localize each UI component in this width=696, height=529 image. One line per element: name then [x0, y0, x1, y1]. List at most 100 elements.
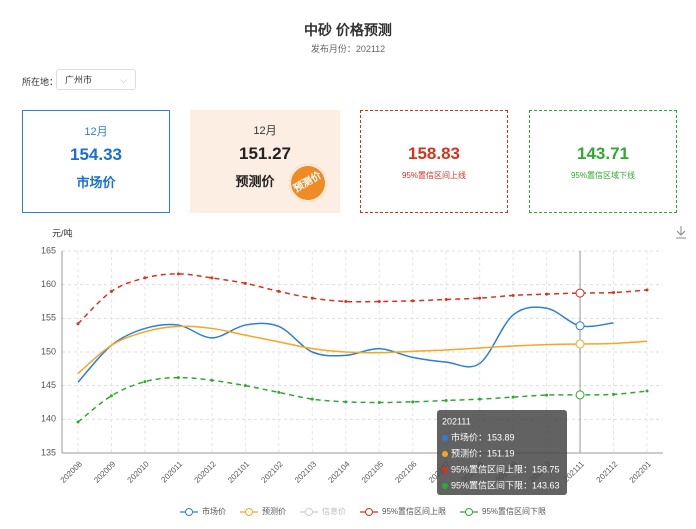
tooltip-dot — [442, 435, 448, 441]
y-tick-label: 135 — [41, 447, 56, 457]
data-point — [109, 394, 113, 398]
data-point — [511, 395, 515, 399]
data-point — [612, 291, 616, 295]
legend-marker — [245, 508, 253, 516]
series-line — [77, 273, 648, 325]
legend-label: 信息价 — [322, 506, 346, 516]
data-point — [143, 380, 147, 384]
legend-label: 预测价 — [262, 506, 286, 516]
data-point — [444, 398, 448, 402]
x-tick-label: 202009 — [92, 459, 118, 485]
data-point — [645, 288, 649, 292]
y-axis-label: 元/吨 — [52, 227, 73, 238]
card-label: 市场价 — [76, 175, 116, 190]
data-point — [344, 400, 348, 404]
x-tick-label: 202104 — [326, 459, 352, 485]
data-point — [243, 281, 247, 285]
legend-label: 95%置信区间下限 — [482, 506, 546, 516]
x-tick-label: 202101 — [226, 459, 252, 485]
dropdown-arrow: ⌵ — [120, 75, 127, 85]
data-point — [411, 400, 415, 404]
x-tick-label: 202008 — [59, 459, 85, 485]
data-point — [277, 390, 281, 394]
data-point — [76, 322, 80, 326]
data-point — [545, 292, 549, 296]
card-market: 12月 154.33 市场价 — [22, 110, 170, 213]
card-value: 158.83 — [408, 144, 460, 163]
data-point — [444, 297, 448, 301]
y-tick-label: 150 — [41, 346, 56, 356]
x-tick-label: 202105 — [360, 459, 386, 485]
tooltip: 202111 市场价：153.89 预测价：151.19 95%置信区间上限：158.… — [437, 410, 567, 495]
card-label: 95%置信区间上线 — [401, 171, 466, 180]
data-point — [645, 389, 649, 393]
tooltip-row: 95%置信区间上限：158.75 — [451, 463, 560, 474]
data-point — [210, 276, 214, 280]
data-point — [277, 289, 281, 293]
location-select[interactable]: 广州市 ⌵ — [56, 69, 136, 90]
x-tick-label: 202012 — [193, 459, 219, 485]
data-point — [176, 376, 180, 380]
data-point — [76, 420, 80, 424]
card-upper: 158.83 95%置信区间上线 — [360, 110, 508, 213]
location-label: 所在地： — [22, 77, 59, 87]
data-point — [511, 293, 515, 297]
tooltip-dot — [442, 467, 448, 473]
x-tick-label: 202011 — [159, 459, 184, 484]
data-point — [344, 300, 348, 303]
tooltip-row: 95%置信区间下限：143.63 — [451, 479, 560, 490]
tooltip-dot — [442, 483, 448, 489]
tooltip-title: 202111 — [442, 416, 471, 426]
subtitle: 发布月份：202112 — [310, 44, 386, 54]
card-value: 151.27 — [239, 144, 291, 163]
card-label: 95%置信区域下线 — [570, 171, 635, 180]
data-point — [575, 288, 585, 298]
tooltip-dot — [442, 451, 448, 457]
y-tick-label: 140 — [41, 414, 56, 424]
data-point — [478, 296, 482, 300]
y-tick-label: 165 — [41, 245, 56, 255]
data-point — [411, 299, 415, 303]
x-tick-label: 202010 — [126, 459, 152, 485]
y-tick-label: 160 — [41, 279, 56, 289]
data-point — [176, 272, 180, 276]
location-value: 广州市 — [65, 75, 93, 85]
data-point — [575, 321, 585, 331]
x-tick-label: 202102 — [259, 459, 285, 485]
x-tick-label: 202106 — [393, 459, 419, 485]
data-point — [377, 300, 381, 303]
card-value: 143.71 — [577, 144, 629, 163]
card-month: 12月 — [84, 126, 108, 138]
series-line — [77, 376, 648, 423]
tooltip-row: 预测价：151.19 — [451, 448, 515, 458]
data-point — [478, 397, 482, 401]
x-tick-label: 202103 — [293, 459, 319, 485]
series-line — [77, 325, 648, 375]
x-tick-label: 202201 — [628, 459, 654, 485]
legend-label: 95%置信区间上限 — [382, 506, 446, 516]
legend-marker — [185, 508, 193, 516]
legend-marker — [305, 508, 313, 516]
card-forecast: 12月 151.27 预测价 预测价 — [190, 110, 340, 213]
card-month: 12月 — [253, 125, 277, 137]
data-point — [545, 393, 549, 397]
tooltip-box — [437, 410, 567, 495]
data-point — [575, 390, 585, 400]
data-point — [143, 276, 147, 280]
download-icon[interactable] — [676, 226, 686, 239]
x-tick-label: 202112 — [595, 459, 620, 484]
data-point — [109, 289, 113, 293]
card-lower: 143.71 95%置信区域下线 — [529, 110, 677, 213]
data-point — [377, 401, 381, 404]
tooltip-row: 市场价：153.89 — [451, 431, 515, 442]
data-point — [612, 392, 616, 396]
data-point — [210, 378, 214, 382]
data-point — [243, 384, 247, 388]
data-point — [575, 339, 585, 349]
title: 中砂 价格预测 — [304, 22, 392, 38]
card-label: 预测价 — [235, 174, 275, 189]
y-tick-label: 145 — [41, 380, 56, 390]
legend-marker — [465, 508, 474, 516]
